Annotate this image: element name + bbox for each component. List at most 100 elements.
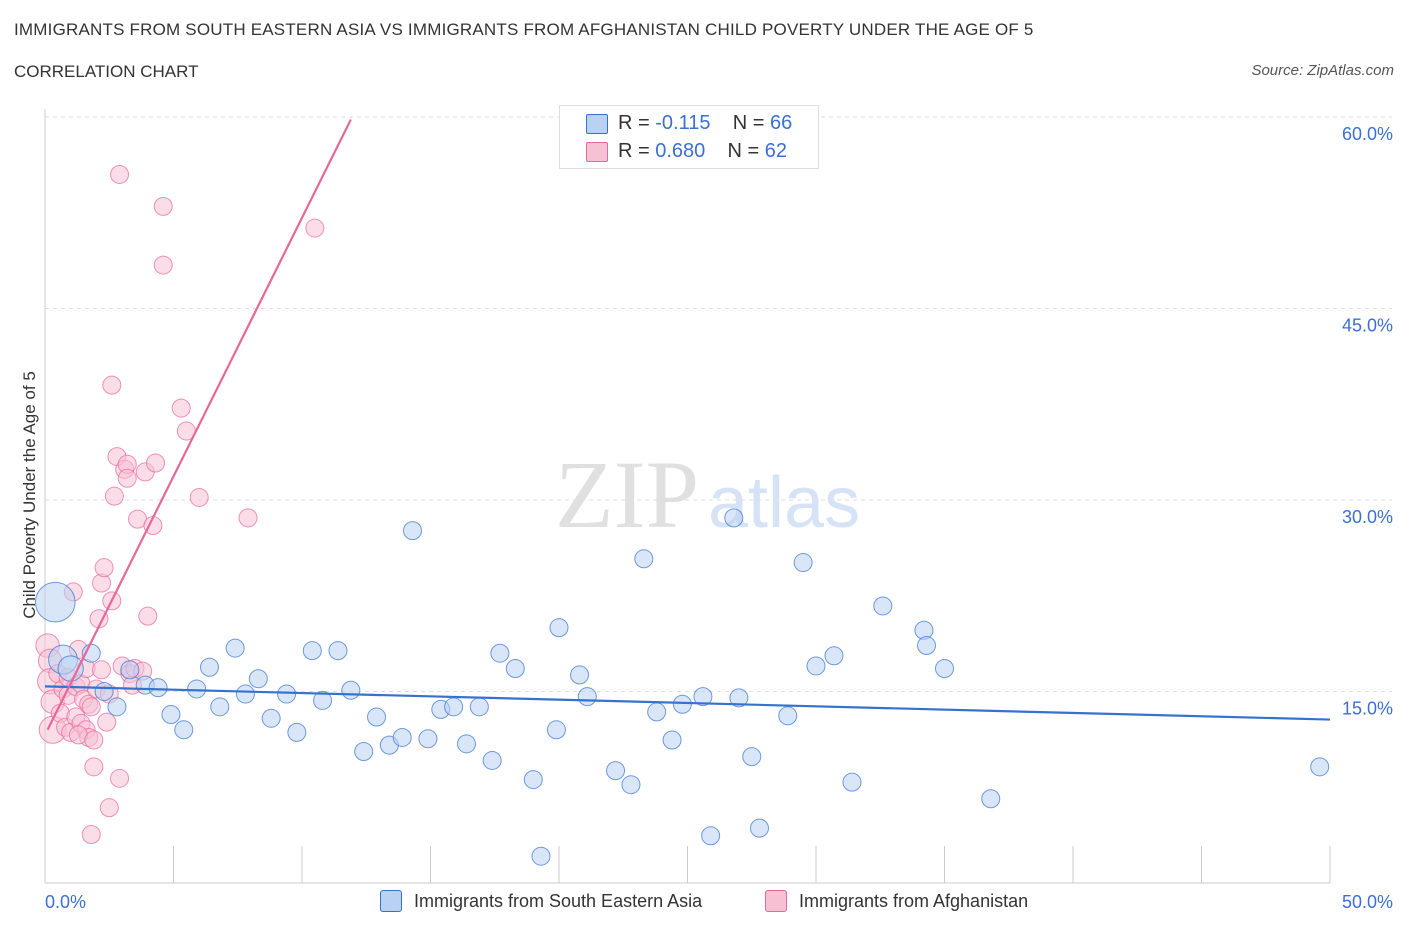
data-point bbox=[873, 596, 893, 616]
legend-n-label: N = bbox=[727, 140, 765, 162]
data-point bbox=[523, 770, 543, 790]
x-tick-label: 50.0% bbox=[1342, 892, 1393, 912]
trend-line-afghanistan bbox=[46, 119, 352, 731]
data-point bbox=[174, 720, 194, 740]
data-point bbox=[302, 641, 322, 661]
data-point bbox=[662, 730, 682, 750]
data-point bbox=[456, 734, 476, 754]
source-credit: Source: ZipAtlas.com bbox=[1251, 62, 1394, 79]
data-point bbox=[403, 521, 423, 541]
data-point bbox=[287, 722, 307, 742]
data-point bbox=[110, 768, 130, 788]
data-point bbox=[238, 508, 258, 528]
chart-subtitle: CORRELATION CHART bbox=[14, 62, 199, 81]
data-point bbox=[469, 697, 489, 717]
data-point bbox=[81, 697, 101, 717]
data-point bbox=[328, 641, 348, 661]
data-point bbox=[84, 730, 104, 750]
data-point bbox=[248, 669, 268, 689]
data-point bbox=[102, 375, 122, 395]
data-point bbox=[806, 656, 826, 676]
data-point bbox=[621, 775, 641, 795]
x-tick-label: 0.0% bbox=[45, 892, 86, 912]
legend-n-value: 62 bbox=[764, 140, 788, 162]
data-point bbox=[84, 757, 104, 777]
data-point bbox=[148, 678, 168, 698]
data-point bbox=[57, 655, 84, 682]
data-point bbox=[153, 255, 173, 275]
y-tick-label: 30.0% bbox=[1342, 507, 1393, 527]
data-point bbox=[187, 679, 207, 699]
data-point bbox=[146, 453, 166, 473]
data-point bbox=[138, 606, 158, 626]
data-point bbox=[778, 706, 798, 726]
tick-labels: 15.0% 30.0% 45.0% 60.0% 0.0% 50.0% bbox=[45, 124, 1393, 912]
data-point bbox=[531, 846, 551, 866]
data-point bbox=[444, 697, 464, 717]
data-point bbox=[606, 761, 626, 781]
data-point bbox=[199, 657, 219, 677]
data-point bbox=[261, 708, 281, 728]
data-point bbox=[824, 646, 844, 666]
y-tick-label: 45.0% bbox=[1342, 316, 1393, 336]
bottom-legend-swatch-pink bbox=[765, 890, 787, 913]
data-point bbox=[917, 636, 937, 656]
legend-n-value: 66 bbox=[769, 112, 793, 134]
data-point bbox=[305, 218, 325, 238]
bottom-legend-afghanistan: Immigrants from Afghanistan bbox=[765, 890, 1029, 913]
data-point bbox=[210, 697, 230, 717]
data-point bbox=[1310, 757, 1330, 777]
y-axis-label: Child Poverty Under the Age of 5 bbox=[20, 371, 39, 619]
data-point bbox=[749, 818, 769, 838]
stats-legend: R = -0.115 N = 66 R = 0.680 N = 62 bbox=[559, 105, 819, 169]
data-point bbox=[277, 684, 297, 704]
legend-r-label: R = bbox=[618, 112, 656, 134]
trend-line-south-eastern-asia bbox=[44, 685, 1331, 721]
data-point bbox=[107, 697, 127, 717]
data-point bbox=[171, 398, 191, 418]
data-point bbox=[354, 742, 374, 762]
data-point bbox=[94, 558, 114, 578]
watermark-zip: ZIP bbox=[555, 441, 699, 548]
data-point bbox=[104, 486, 124, 506]
data-point bbox=[482, 750, 502, 770]
data-point bbox=[793, 553, 813, 573]
y-tick-label: 15.0% bbox=[1342, 699, 1393, 719]
data-point bbox=[693, 687, 713, 707]
data-point bbox=[153, 196, 173, 216]
watermark: ZIP atlas bbox=[555, 441, 860, 548]
bottom-legend-south-eastern-asia: Immigrants from South Eastern Asia bbox=[380, 890, 702, 913]
data-point bbox=[842, 772, 862, 792]
bottom-legend-label: Immigrants from Afghanistan bbox=[799, 890, 1029, 911]
data-point bbox=[647, 702, 667, 722]
data-point bbox=[99, 798, 119, 818]
gridlines bbox=[45, 116, 1392, 692]
trend-lines bbox=[44, 119, 1331, 731]
data-point bbox=[505, 659, 525, 679]
legend-n-label: N = bbox=[732, 112, 770, 134]
watermark-atlas: atlas bbox=[708, 463, 860, 543]
data-point bbox=[161, 704, 181, 724]
data-point bbox=[313, 690, 333, 710]
y-tick-label: 60.0% bbox=[1342, 124, 1393, 144]
data-point bbox=[225, 638, 245, 658]
legend-r-value: 0.680 bbox=[655, 140, 706, 162]
data-point bbox=[724, 508, 744, 528]
legend-r-label: R = bbox=[618, 140, 656, 162]
data-point bbox=[549, 618, 569, 638]
data-point bbox=[34, 581, 76, 623]
data-point bbox=[117, 468, 137, 488]
data-point bbox=[92, 660, 112, 680]
data-point bbox=[94, 682, 114, 701]
data-point bbox=[701, 826, 721, 846]
legend-swatch-pink bbox=[586, 142, 608, 162]
data-point bbox=[570, 665, 590, 685]
data-point bbox=[729, 688, 749, 708]
data-point bbox=[981, 789, 1001, 809]
data-point bbox=[235, 684, 255, 704]
data-point bbox=[81, 824, 101, 844]
data-point bbox=[341, 680, 361, 700]
data-point bbox=[120, 660, 140, 680]
data-point bbox=[546, 720, 566, 740]
